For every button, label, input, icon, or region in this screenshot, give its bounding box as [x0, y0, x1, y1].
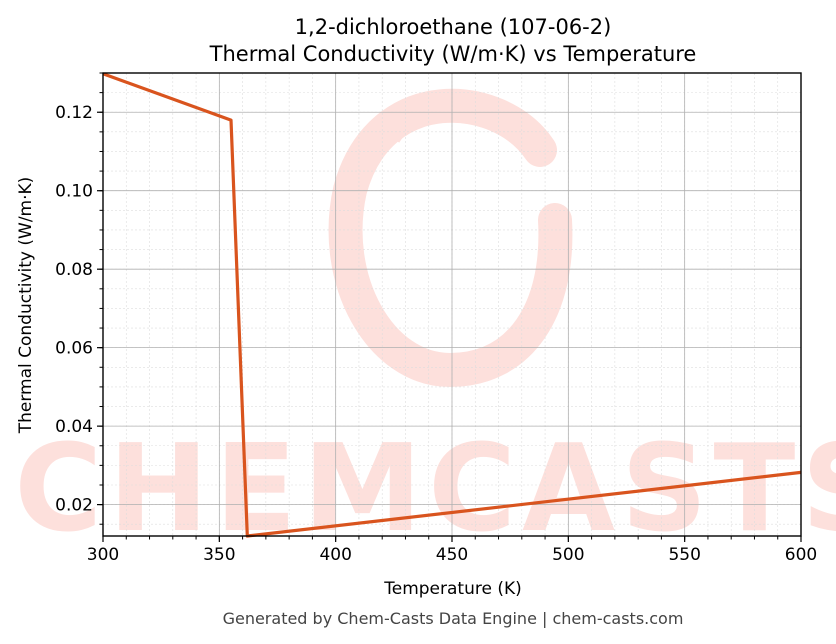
- x-tick-label: 550: [668, 545, 700, 565]
- y-tick-label: 0.12: [55, 103, 93, 123]
- series-layer: [102, 72, 802, 538]
- y-tick-label: 0.04: [55, 417, 93, 437]
- y-tick-label: 0.06: [55, 339, 93, 359]
- y-axis: 0.02 0.04 0.06 0.08 0.10 0.12: [55, 72, 103, 525]
- x-axis-label: Temperature (K): [383, 579, 522, 599]
- chart-title: 1,2-dichloroethane (107-06-2): [295, 15, 612, 39]
- x-tick-label: 300: [87, 545, 119, 565]
- x-tick-label: 350: [203, 545, 235, 565]
- watermark-logo-icon: [328, 88, 573, 388]
- x-axis: 300 350 400 450 500 550 600: [87, 536, 817, 565]
- x-tick-label: 450: [436, 545, 468, 565]
- y-tick-label: 0.10: [55, 182, 93, 202]
- x-tick-label: 500: [552, 545, 584, 565]
- y-axis-label: Thermal Conductivity (W/m·K): [16, 177, 36, 435]
- chart-subtitle: Thermal Conductivity (W/m·K) vs Temperat…: [209, 42, 697, 66]
- y-tick-label: 0.02: [55, 496, 93, 516]
- y-tick-label: 0.08: [55, 260, 93, 280]
- x-tick-label: 400: [319, 545, 351, 565]
- x-tick-label: 600: [785, 545, 817, 565]
- watermark-text: CHEMCASTS: [14, 420, 836, 559]
- footer-credit: Generated by Chem-Casts Data Engine | ch…: [223, 609, 684, 628]
- series-line: [102, 72, 802, 538]
